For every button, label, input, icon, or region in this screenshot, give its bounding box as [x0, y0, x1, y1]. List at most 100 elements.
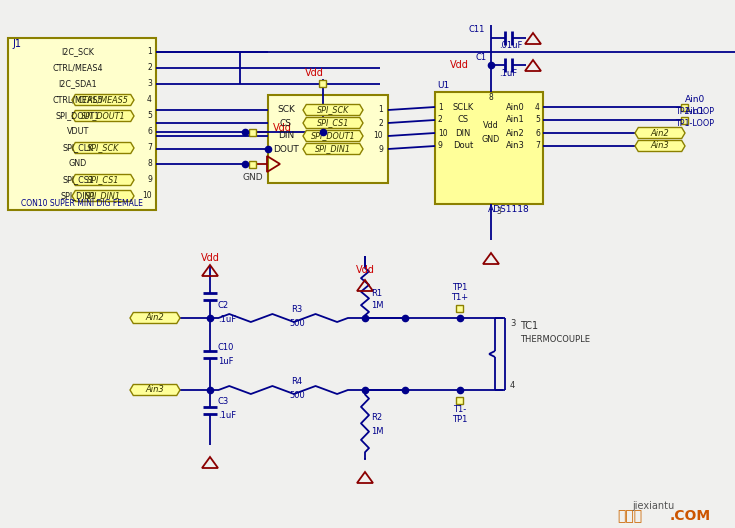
- Polygon shape: [72, 95, 134, 106]
- Text: 7: 7: [535, 142, 540, 150]
- Polygon shape: [130, 384, 180, 395]
- Text: 摆线图: 摆线图: [617, 509, 642, 523]
- Text: jiexiantu: jiexiantu: [632, 501, 674, 511]
- FancyBboxPatch shape: [320, 80, 326, 87]
- Text: THERMOCOUPLE: THERMOCOUPLE: [520, 335, 590, 344]
- Polygon shape: [303, 130, 363, 142]
- Text: 8: 8: [147, 159, 152, 168]
- Text: 3: 3: [510, 318, 515, 327]
- Text: 9: 9: [147, 175, 152, 184]
- Text: .01uF: .01uF: [499, 42, 523, 51]
- Text: Ain1: Ain1: [506, 116, 524, 125]
- Polygon shape: [72, 191, 134, 202]
- FancyBboxPatch shape: [249, 161, 257, 167]
- Text: C10: C10: [218, 344, 234, 353]
- Text: DIN: DIN: [455, 128, 470, 137]
- Text: 6: 6: [147, 127, 152, 137]
- Polygon shape: [303, 144, 363, 155]
- Text: R2: R2: [371, 413, 382, 422]
- FancyBboxPatch shape: [456, 305, 464, 312]
- Text: 10: 10: [143, 192, 152, 201]
- FancyBboxPatch shape: [681, 117, 689, 124]
- Text: GND: GND: [482, 135, 500, 144]
- Text: Ain0: Ain0: [685, 95, 705, 103]
- Text: .1uF: .1uF: [218, 411, 236, 420]
- Text: Vdd: Vdd: [450, 60, 469, 70]
- Text: 2: 2: [147, 63, 152, 72]
- Text: C3: C3: [218, 398, 229, 407]
- Text: 3: 3: [147, 80, 152, 89]
- Text: C2: C2: [218, 301, 229, 310]
- Text: TC1: TC1: [520, 321, 538, 331]
- Text: SPI_SCK: SPI_SCK: [87, 144, 119, 153]
- Text: GND: GND: [243, 174, 263, 183]
- Text: SPI_DIN1: SPI_DIN1: [315, 145, 351, 154]
- Text: C11: C11: [469, 25, 485, 34]
- Text: T1-: T1-: [453, 406, 467, 414]
- Text: GND: GND: [69, 159, 87, 168]
- Text: TP1: TP1: [452, 416, 467, 425]
- Text: SCK: SCK: [277, 106, 295, 115]
- Text: 10: 10: [438, 128, 448, 137]
- Text: Ain3: Ain3: [506, 142, 525, 150]
- Text: 4: 4: [510, 381, 515, 390]
- Polygon shape: [303, 118, 363, 128]
- Text: 2: 2: [438, 116, 442, 125]
- FancyBboxPatch shape: [8, 38, 156, 210]
- Text: SPI_DIN1: SPI_DIN1: [85, 192, 121, 201]
- Text: 1: 1: [438, 102, 442, 111]
- Text: 3: 3: [496, 208, 501, 216]
- Text: 1M: 1M: [371, 301, 384, 310]
- Text: 5: 5: [535, 116, 540, 125]
- Text: 7: 7: [147, 144, 152, 153]
- Polygon shape: [130, 313, 180, 324]
- Text: 8: 8: [489, 92, 493, 101]
- FancyBboxPatch shape: [435, 92, 543, 204]
- Text: 2: 2: [379, 118, 383, 127]
- Text: Ain2: Ain2: [146, 314, 165, 323]
- Text: Ain2: Ain2: [650, 128, 670, 137]
- Text: I2C_SCK: I2C_SCK: [62, 48, 94, 56]
- Text: SPI_CLK: SPI_CLK: [62, 144, 93, 153]
- Text: TP1-LOOP: TP1-LOOP: [675, 107, 714, 116]
- Text: U1: U1: [437, 81, 449, 90]
- Text: R3: R3: [291, 305, 303, 314]
- Text: Vdd: Vdd: [273, 123, 292, 133]
- FancyBboxPatch shape: [456, 397, 464, 403]
- Text: SPI_DOUT1: SPI_DOUT1: [56, 111, 100, 120]
- Text: Ain3: Ain3: [146, 385, 165, 394]
- Text: 1uF: 1uF: [218, 357, 234, 366]
- Polygon shape: [635, 140, 685, 152]
- Text: Ain3: Ain3: [650, 142, 670, 150]
- Text: SPI_DOUT1: SPI_DOUT1: [81, 111, 125, 120]
- Text: Ain2: Ain2: [506, 128, 524, 137]
- Text: Dout: Dout: [453, 142, 473, 150]
- Text: R1: R1: [371, 288, 382, 297]
- Text: Ain1: Ain1: [685, 108, 705, 117]
- Text: SCLK: SCLK: [452, 102, 473, 111]
- Text: R4: R4: [292, 376, 303, 385]
- Text: 1M: 1M: [371, 428, 384, 437]
- Text: DIN: DIN: [278, 131, 294, 140]
- Polygon shape: [72, 174, 134, 185]
- Text: VDUT: VDUT: [67, 127, 89, 137]
- Text: T1+: T1+: [451, 294, 468, 303]
- FancyBboxPatch shape: [268, 95, 388, 183]
- Text: Vdd: Vdd: [483, 121, 499, 130]
- Text: CTRL/MEAS4: CTRL/MEAS4: [53, 63, 103, 72]
- Polygon shape: [72, 110, 134, 121]
- Polygon shape: [72, 143, 134, 154]
- Text: .1uF: .1uF: [218, 316, 236, 325]
- Text: CS: CS: [457, 116, 468, 125]
- Text: CTRL/MEAS5: CTRL/MEAS5: [78, 96, 129, 105]
- FancyBboxPatch shape: [249, 128, 257, 136]
- Text: Vdd: Vdd: [356, 265, 374, 275]
- Text: TP1-LOOP: TP1-LOOP: [675, 119, 714, 128]
- Text: 9: 9: [438, 142, 443, 150]
- Text: 1: 1: [379, 106, 383, 115]
- Text: Vdd: Vdd: [201, 253, 220, 263]
- Text: ADS1118: ADS1118: [488, 205, 530, 214]
- Text: C1: C1: [476, 52, 487, 61]
- Text: 1: 1: [147, 48, 152, 56]
- Text: 500: 500: [289, 391, 305, 400]
